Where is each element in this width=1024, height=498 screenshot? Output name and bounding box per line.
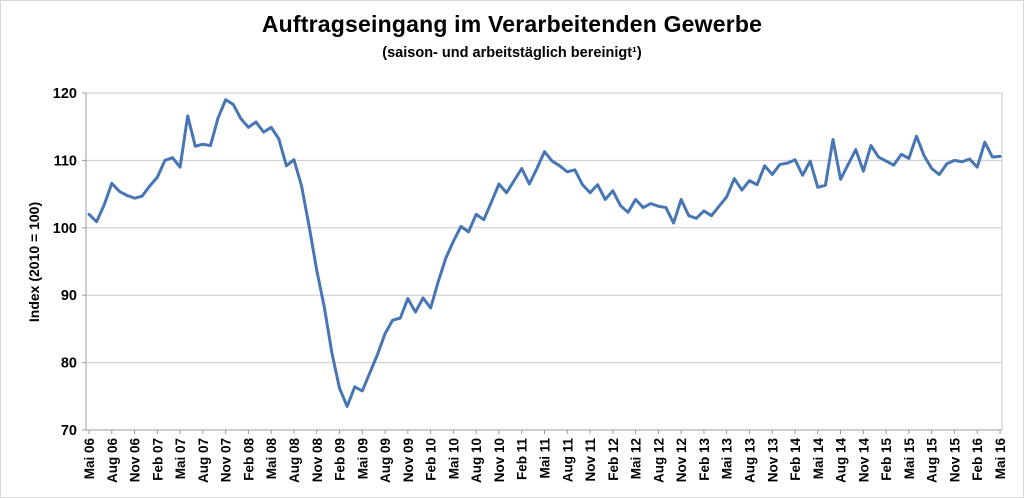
x-tick-label: Feb 08 [241,438,256,481]
x-tick-label: Aug 07 [196,438,211,483]
x-tick-label: Mai 15 [902,438,917,480]
x-tick-label: Nov 10 [492,438,507,482]
x-tick-label: Feb 15 [879,438,894,481]
x-tick-label: Aug 08 [287,438,302,484]
x-tick-label: Nov 12 [674,438,689,482]
x-tick-label: Aug 15 [925,438,940,484]
x-tick-label: Feb 16 [970,438,985,481]
y-tick-label: 80 [61,356,77,372]
x-tick-label: Mai 07 [173,438,188,479]
y-tick-label: 100 [53,221,77,237]
x-tick-label: Feb 14 [788,438,803,481]
y-tick-label: 90 [61,288,77,304]
x-tick-label: Feb 11 [515,438,530,481]
x-tick-label: Mai 08 [264,438,279,480]
x-tick-label: Feb 13 [697,438,712,481]
x-tick-label: Aug 14 [834,438,849,484]
x-tick-label: Nov 08 [310,438,325,483]
chart-subtitle: (saison- und arbeitstäglich bereinigt¹) [382,45,642,61]
x-tick-label: Aug 06 [105,438,120,484]
x-tick-label: Mai 06 [82,438,97,480]
x-tick-label: Mai 11 [538,438,553,479]
x-tick-label: Nov 06 [128,438,143,483]
x-tick-label: Nov 11 [583,438,598,482]
y-tick-label: 70 [61,423,77,439]
x-tick-label: Mai 09 [355,438,370,479]
x-tick-label: Aug 09 [378,438,393,483]
x-tick-label: Mai 12 [629,438,644,479]
x-tick-label: Mai 10 [446,438,461,479]
x-tick-label: Aug 13 [742,438,757,484]
data-series-line [87,98,1002,408]
x-tick-label: Nov 15 [947,438,962,483]
x-tick-label: Nov 14 [856,438,871,483]
x-tick-label: Mai 13 [720,438,735,480]
x-tick-label: Nov 13 [765,438,780,483]
chart-title: Auftragseingang im Verarbeitenden Gewerb… [261,11,763,37]
y-tick-label: 120 [53,86,77,102]
x-tick-label: Nov 09 [401,438,416,482]
x-tick-label: Aug 10 [469,438,484,483]
y-tick-label: 110 [54,153,77,169]
x-tick-label: Feb 07 [150,438,165,481]
x-tick-label: Feb 10 [424,438,439,481]
x-tick-label: Aug 11 [560,438,575,483]
x-tick-label: Aug 12 [651,438,666,483]
x-tick-label: Mai 14 [811,438,826,480]
x-tick-label: Feb 09 [333,438,348,481]
x-tick-label: Mai 16 [993,438,1008,480]
x-tick-label: Feb 12 [606,438,621,481]
x-tick-label: Nov 07 [219,438,234,482]
